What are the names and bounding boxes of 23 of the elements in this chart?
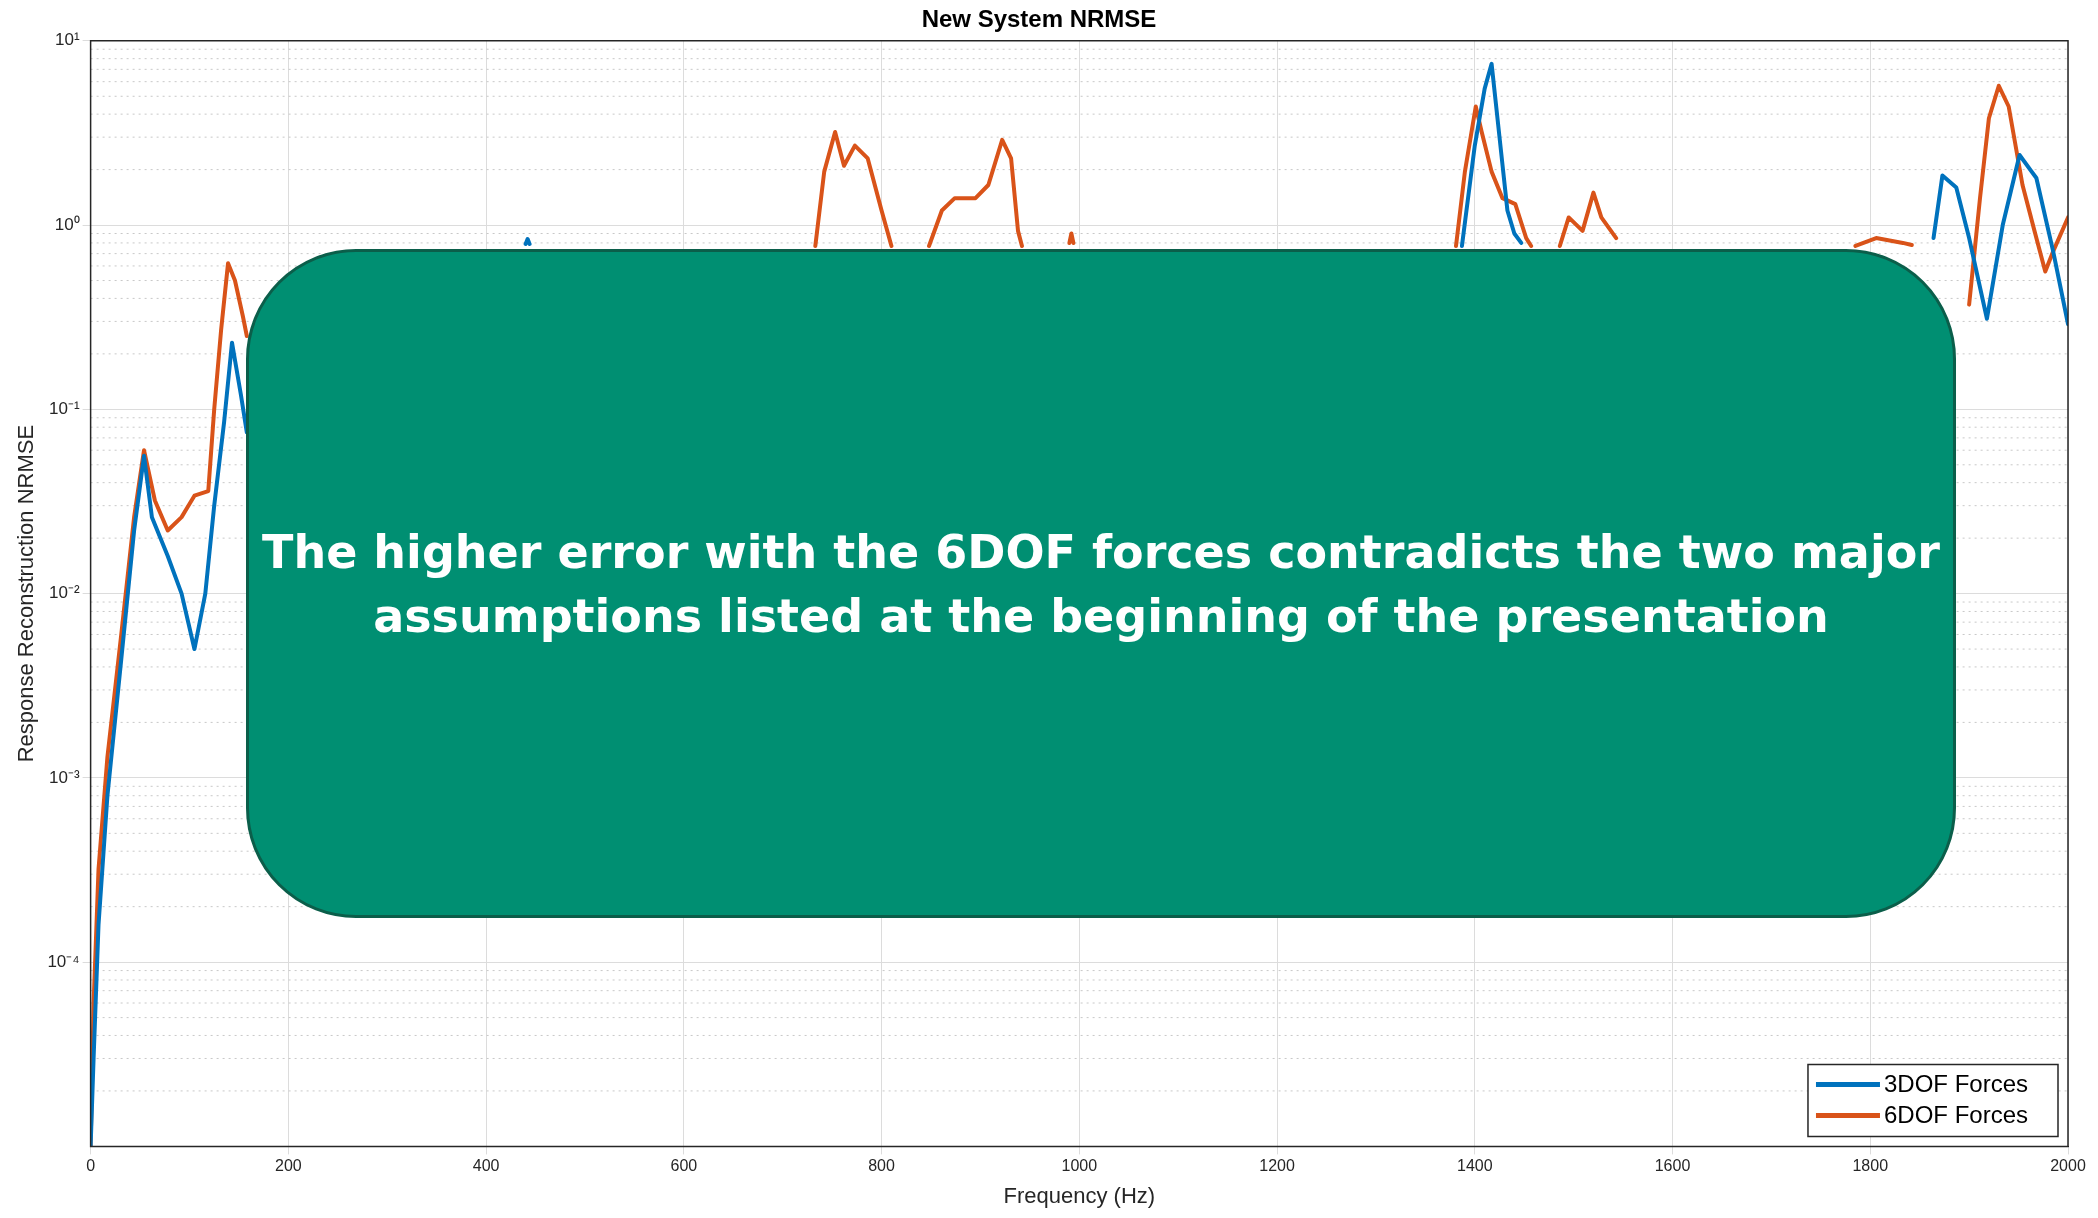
y-tick-label: 10⁻³ xyxy=(49,767,80,787)
y-tick-label: 10⁻² xyxy=(49,583,80,603)
x-tick-label: 0 xyxy=(86,1157,96,1175)
y-tick-label: 10⁻⁴ xyxy=(47,951,80,971)
y-tick-label: 10⁰ xyxy=(54,214,80,234)
x-tick-label: 1600 xyxy=(1654,1157,1691,1175)
x-tick-label: 1000 xyxy=(1061,1157,1098,1175)
annotation: The higher error with the 6DOF forces contradicts the two major assumptions listed at the beginning of the presentation xyxy=(261,523,1941,645)
x-tick-label: 1400 xyxy=(1456,1157,1493,1175)
x-tick-label: 600 xyxy=(670,1157,698,1175)
x-tick-label: 1200 xyxy=(1259,1157,1295,1175)
x-tick-label: 200 xyxy=(275,1157,302,1175)
y-tick-label: 10¹ xyxy=(55,30,80,50)
x-tick-label: 1800 xyxy=(1852,1157,1889,1175)
legend-label: 3DOF Forces xyxy=(1883,1070,2029,1098)
x-tick-label: 400 xyxy=(472,1157,500,1175)
x-tick-label: 2000 xyxy=(2050,1157,2086,1175)
y-axis-title: Response Reconstruction NRMSE xyxy=(13,424,39,763)
x-tick-label: 800 xyxy=(868,1157,896,1175)
legend-label: 6DOF Forces xyxy=(1883,1101,2029,1129)
chart-title: New System NRMSE xyxy=(921,5,1157,33)
x-axis-title: Frequency (Hz) xyxy=(1003,1182,1156,1208)
y-tick-label: 10⁻¹ xyxy=(49,399,80,419)
